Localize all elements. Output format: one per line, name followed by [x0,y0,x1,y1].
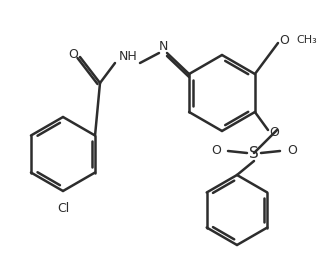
Text: Cl: Cl [57,202,69,215]
Text: N: N [158,39,168,52]
Text: O: O [269,125,279,139]
Text: O: O [211,144,221,157]
Text: CH₃: CH₃ [296,35,317,45]
Text: NH: NH [118,50,137,62]
Text: O: O [68,47,78,60]
Text: O: O [287,144,297,157]
Text: S: S [249,146,259,160]
Text: O: O [279,34,289,46]
